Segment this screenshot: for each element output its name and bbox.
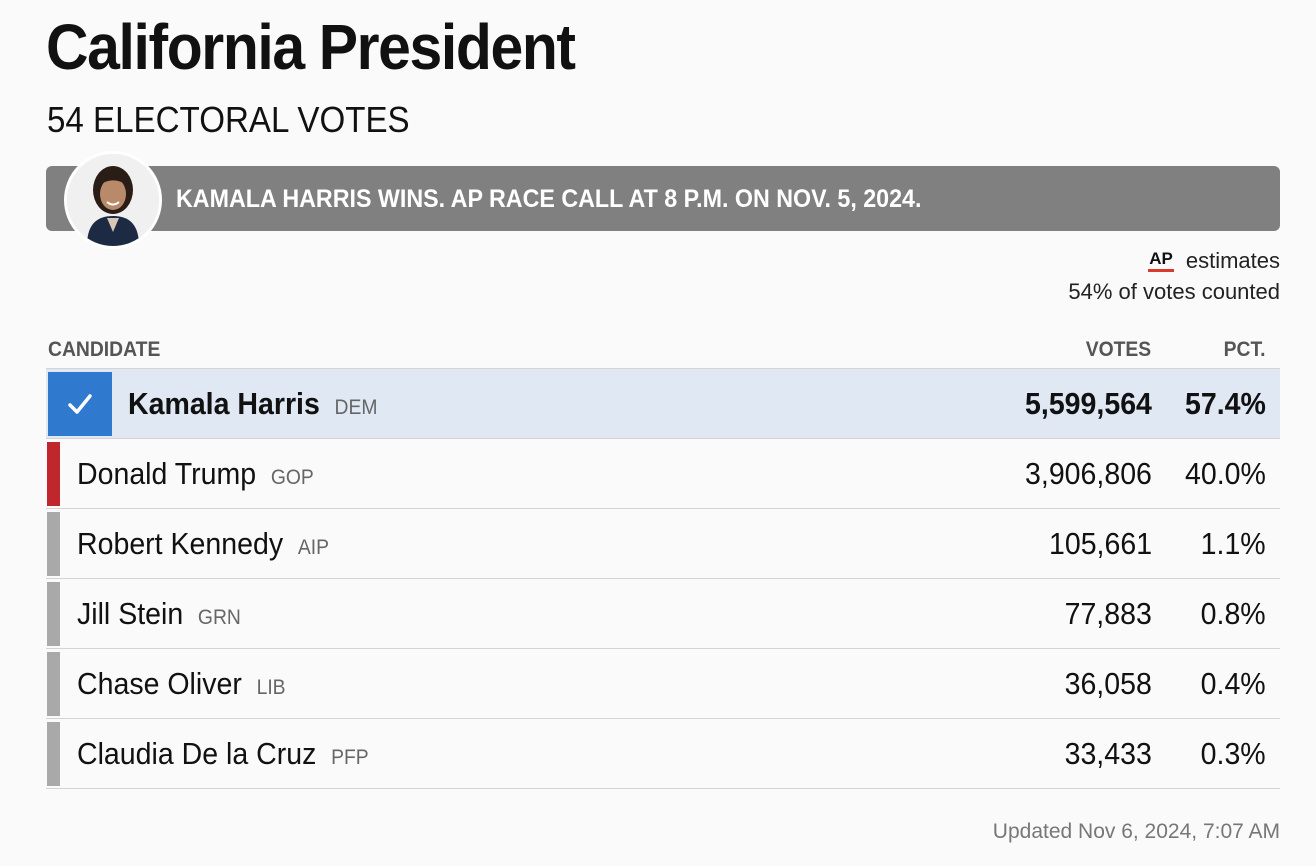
- vote-count: 5,599,564: [1025, 386, 1152, 421]
- candidate-name: Robert Kennedy: [77, 526, 284, 561]
- candidate-cell: Chase Oliver LIB: [77, 666, 286, 706]
- race-call-banner: KAMALA HARRIS WINS. AP RACE CALL AT 8 P.…: [46, 166, 1280, 231]
- party-color-bar: [47, 442, 60, 506]
- candidate-cell: Robert Kennedy AIP: [77, 526, 329, 566]
- candidate-cell: Claudia De la Cruz PFP: [77, 736, 369, 776]
- party-color-bar: [47, 722, 60, 786]
- results-table: Kamala Harris DEM 5,599,564 57.4% Donald Tru…: [46, 368, 1280, 789]
- header-pct: PCT.: [1224, 338, 1266, 361]
- vote-percentage: 0.4%: [1200, 666, 1266, 701]
- table-row: Donald Trump GOP 3,906,806 40.0%: [46, 439, 1280, 509]
- party-label: LIB: [256, 676, 286, 699]
- votes-counted-status: 54% of votes counted: [1068, 279, 1280, 304]
- candidate-name: Donald Trump: [77, 456, 257, 491]
- race-call-text: KAMALA HARRIS WINS. AP RACE CALL AT 8 P.…: [176, 185, 922, 213]
- vote-count: 105,661: [1048, 526, 1152, 561]
- party-label: PFP: [331, 746, 369, 769]
- table-row: Chase Oliver LIB 36,058 0.4%: [46, 649, 1280, 719]
- updated-timestamp: Updated Nov 6, 2024, 7:07 AM: [992, 820, 1280, 843]
- candidate-name: Kamala Harris: [128, 386, 320, 421]
- candidate-cell: Donald Trump GOP: [77, 456, 314, 496]
- candidate-name: Claudia De la Cruz: [77, 736, 317, 771]
- header-candidate: CANDIDATE: [48, 338, 161, 361]
- table-row: Robert Kennedy AIP 105,661 1.1%: [46, 509, 1280, 579]
- candidate-portrait-icon: [64, 151, 162, 249]
- candidate-name: Chase Oliver: [77, 666, 242, 701]
- vote-count: 36,058: [1064, 666, 1152, 701]
- race-title: California President: [46, 11, 576, 83]
- candidate-cell: Jill Stein GRN: [77, 596, 241, 636]
- electoral-votes-subtitle: 54 ELECTORAL VOTES: [47, 99, 410, 140]
- estimates-label: estimates: [1185, 248, 1280, 273]
- party-color-bar: [47, 582, 60, 646]
- vote-count: 77,883: [1064, 596, 1152, 631]
- party-color-bar: [47, 652, 60, 716]
- party-color-bar: [47, 512, 60, 576]
- winner-check-icon: [48, 372, 112, 436]
- table-row: Claudia De la Cruz PFP 33,433 0.3%: [46, 719, 1280, 789]
- candidate-name: Jill Stein: [77, 596, 184, 631]
- party-label: AIP: [297, 536, 329, 559]
- vote-percentage: 40.0%: [1185, 456, 1266, 491]
- party-label: GRN: [197, 606, 241, 629]
- vote-count: 33,433: [1064, 736, 1152, 771]
- vote-count: 3,906,806: [1025, 456, 1152, 491]
- ap-estimates: AP estimates: [1148, 246, 1280, 276]
- header-votes: VOTES: [1085, 338, 1151, 361]
- table-row: Jill Stein GRN 77,883 0.8%: [46, 579, 1280, 649]
- vote-percentage: 0.3%: [1200, 736, 1266, 771]
- party-label: DEM: [334, 396, 378, 419]
- table-row: Kamala Harris DEM 5,599,564 57.4%: [46, 368, 1280, 439]
- vote-percentage: 1.1%: [1200, 526, 1266, 561]
- party-label: GOP: [270, 466, 314, 489]
- ap-logo: AP: [1148, 250, 1174, 272]
- vote-percentage: 0.8%: [1200, 596, 1266, 631]
- candidate-cell: Kamala Harris DEM: [128, 386, 377, 426]
- vote-percentage: 57.4%: [1185, 386, 1266, 421]
